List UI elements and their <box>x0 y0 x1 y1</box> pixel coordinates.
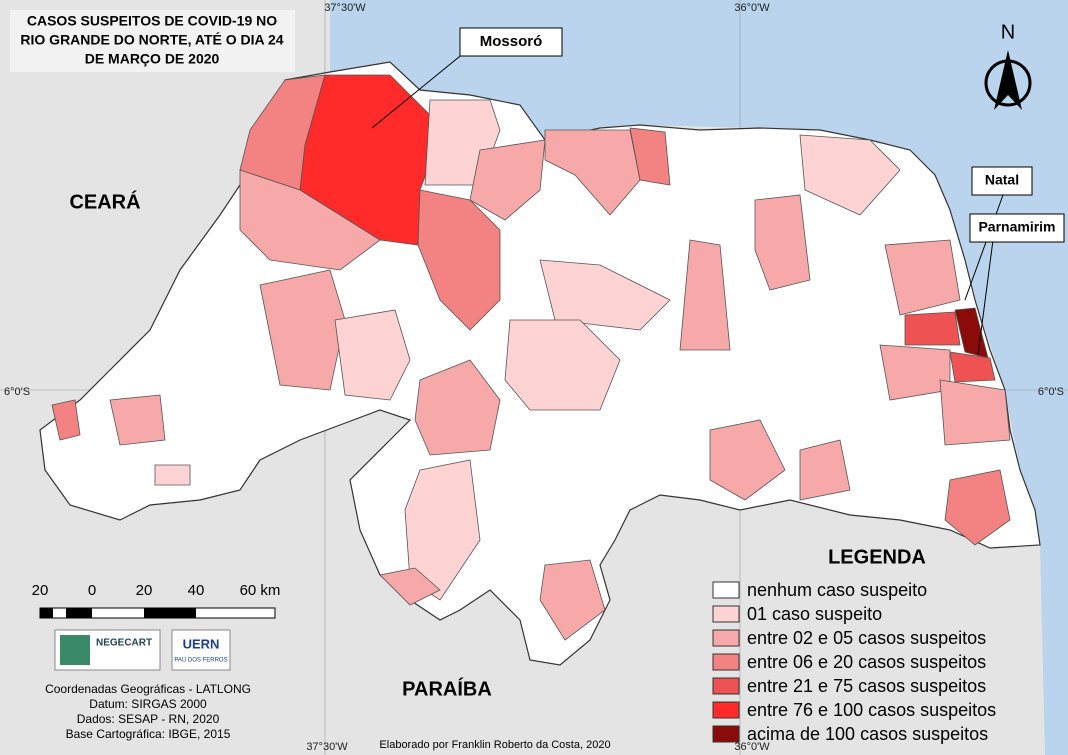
legend-swatch <box>712 701 740 719</box>
municipality <box>239 169 381 271</box>
north-arrow: N <box>984 21 1032 110</box>
credit-line: Base Cartográfica: IBGE, 2015 <box>66 727 231 741</box>
municipality <box>504 319 621 411</box>
sea <box>330 0 1068 755</box>
legend: nenhum caso suspeito 01 caso suspeito entr… <box>712 580 996 744</box>
coordinate-label: 37°30'W <box>324 2 366 14</box>
legend-label: acima de 100 casos suspeitos <box>747 724 988 744</box>
scale-bar: 20 0 20 40 60 km <box>32 582 281 619</box>
scale-label: 0 <box>88 582 96 599</box>
municipality <box>629 127 671 186</box>
legend-label: 01 caso suspeito <box>747 604 882 624</box>
municipalities <box>51 74 1011 641</box>
municipality <box>754 194 811 291</box>
legend-title: LEGENDA <box>828 546 926 568</box>
logo-text: NEGECART <box>96 638 152 649</box>
coordinate-label: 6°0'S <box>1038 386 1064 398</box>
legend-swatch <box>712 653 740 671</box>
logo-uern <box>171 629 231 671</box>
callout-box <box>459 27 563 57</box>
municipality <box>879 344 951 401</box>
title-box <box>10 10 295 72</box>
municipality <box>404 459 481 601</box>
callout-label: Parnamirim <box>978 219 1055 235</box>
callout-box <box>971 166 1033 196</box>
municipality <box>799 439 851 501</box>
legend-swatch <box>712 677 740 695</box>
legend-label: nenhum caso suspeito <box>747 580 927 600</box>
coordinate-label: 6°0'S <box>4 386 30 398</box>
municipality <box>539 259 671 331</box>
coordinate-label: 36°0'W <box>734 741 770 753</box>
title-line: DE MARÇO DE 2020 <box>85 51 220 67</box>
credit-line: Dados: SESAP - RN, 2020 <box>77 712 220 726</box>
credit-line: Datum: SIRGAS 2000 <box>89 697 207 711</box>
callout-label: Natal <box>985 172 1019 188</box>
municipality <box>949 351 996 383</box>
callout-box <box>969 213 1065 243</box>
place-label: CEARÁ <box>69 190 140 213</box>
municipality <box>414 359 501 456</box>
municipality <box>939 379 1011 446</box>
municipality <box>154 464 191 486</box>
coordinate-label: 37°30'W <box>306 741 348 753</box>
scale-label: 40 <box>188 582 205 599</box>
legend-swatch <box>712 629 740 647</box>
scale-label: 20 <box>32 582 49 599</box>
legend-label: entre 76 e 100 casos suspeitos <box>747 700 996 720</box>
scale-label: 20 <box>136 582 153 599</box>
legend-label: entre 02 e 05 casos suspeitos <box>747 628 986 648</box>
legend-label: entre 06 e 20 casos suspeitos <box>747 652 986 672</box>
municipality <box>51 399 81 441</box>
logo-text: PAU DOS FERROS <box>174 658 227 664</box>
legend-swatch <box>712 581 740 599</box>
municipality <box>539 559 606 641</box>
author: Elaborado por Franklin Roberto da Costa,… <box>379 739 610 751</box>
callouts <box>371 47 1004 356</box>
municipality <box>709 419 786 501</box>
legend-label: entre 21 e 75 casos suspeitos <box>747 676 986 696</box>
municipality <box>884 239 961 316</box>
municipality <box>679 239 731 351</box>
municipality <box>109 394 166 446</box>
logo-icon <box>60 635 90 665</box>
legend-swatch <box>712 725 740 743</box>
logo-text: UERN <box>183 636 220 651</box>
municipality <box>469 139 546 221</box>
credit-line: Coordenadas Geográficas - LATLONG <box>45 682 251 696</box>
municipality <box>799 134 901 216</box>
municipality <box>334 309 411 401</box>
title-line: CASOS SUSPEITOS DE COVID-19 NO <box>27 13 277 29</box>
legend-swatch <box>712 605 740 623</box>
municipality <box>417 189 501 331</box>
callout-label: Mossoró <box>480 33 543 50</box>
municipality <box>944 469 1011 546</box>
municipality <box>259 269 346 391</box>
municipality <box>379 567 441 606</box>
municipality <box>904 311 961 346</box>
north-label: N <box>1001 21 1015 43</box>
title-line: RIO GRANDE DO NORTE, ATÉ O DIA 24 <box>20 32 283 48</box>
place-label: PARAÍBA <box>402 677 492 700</box>
coordinate-label: 36°0'W <box>734 2 770 14</box>
scale-label: 60 km <box>240 582 281 599</box>
